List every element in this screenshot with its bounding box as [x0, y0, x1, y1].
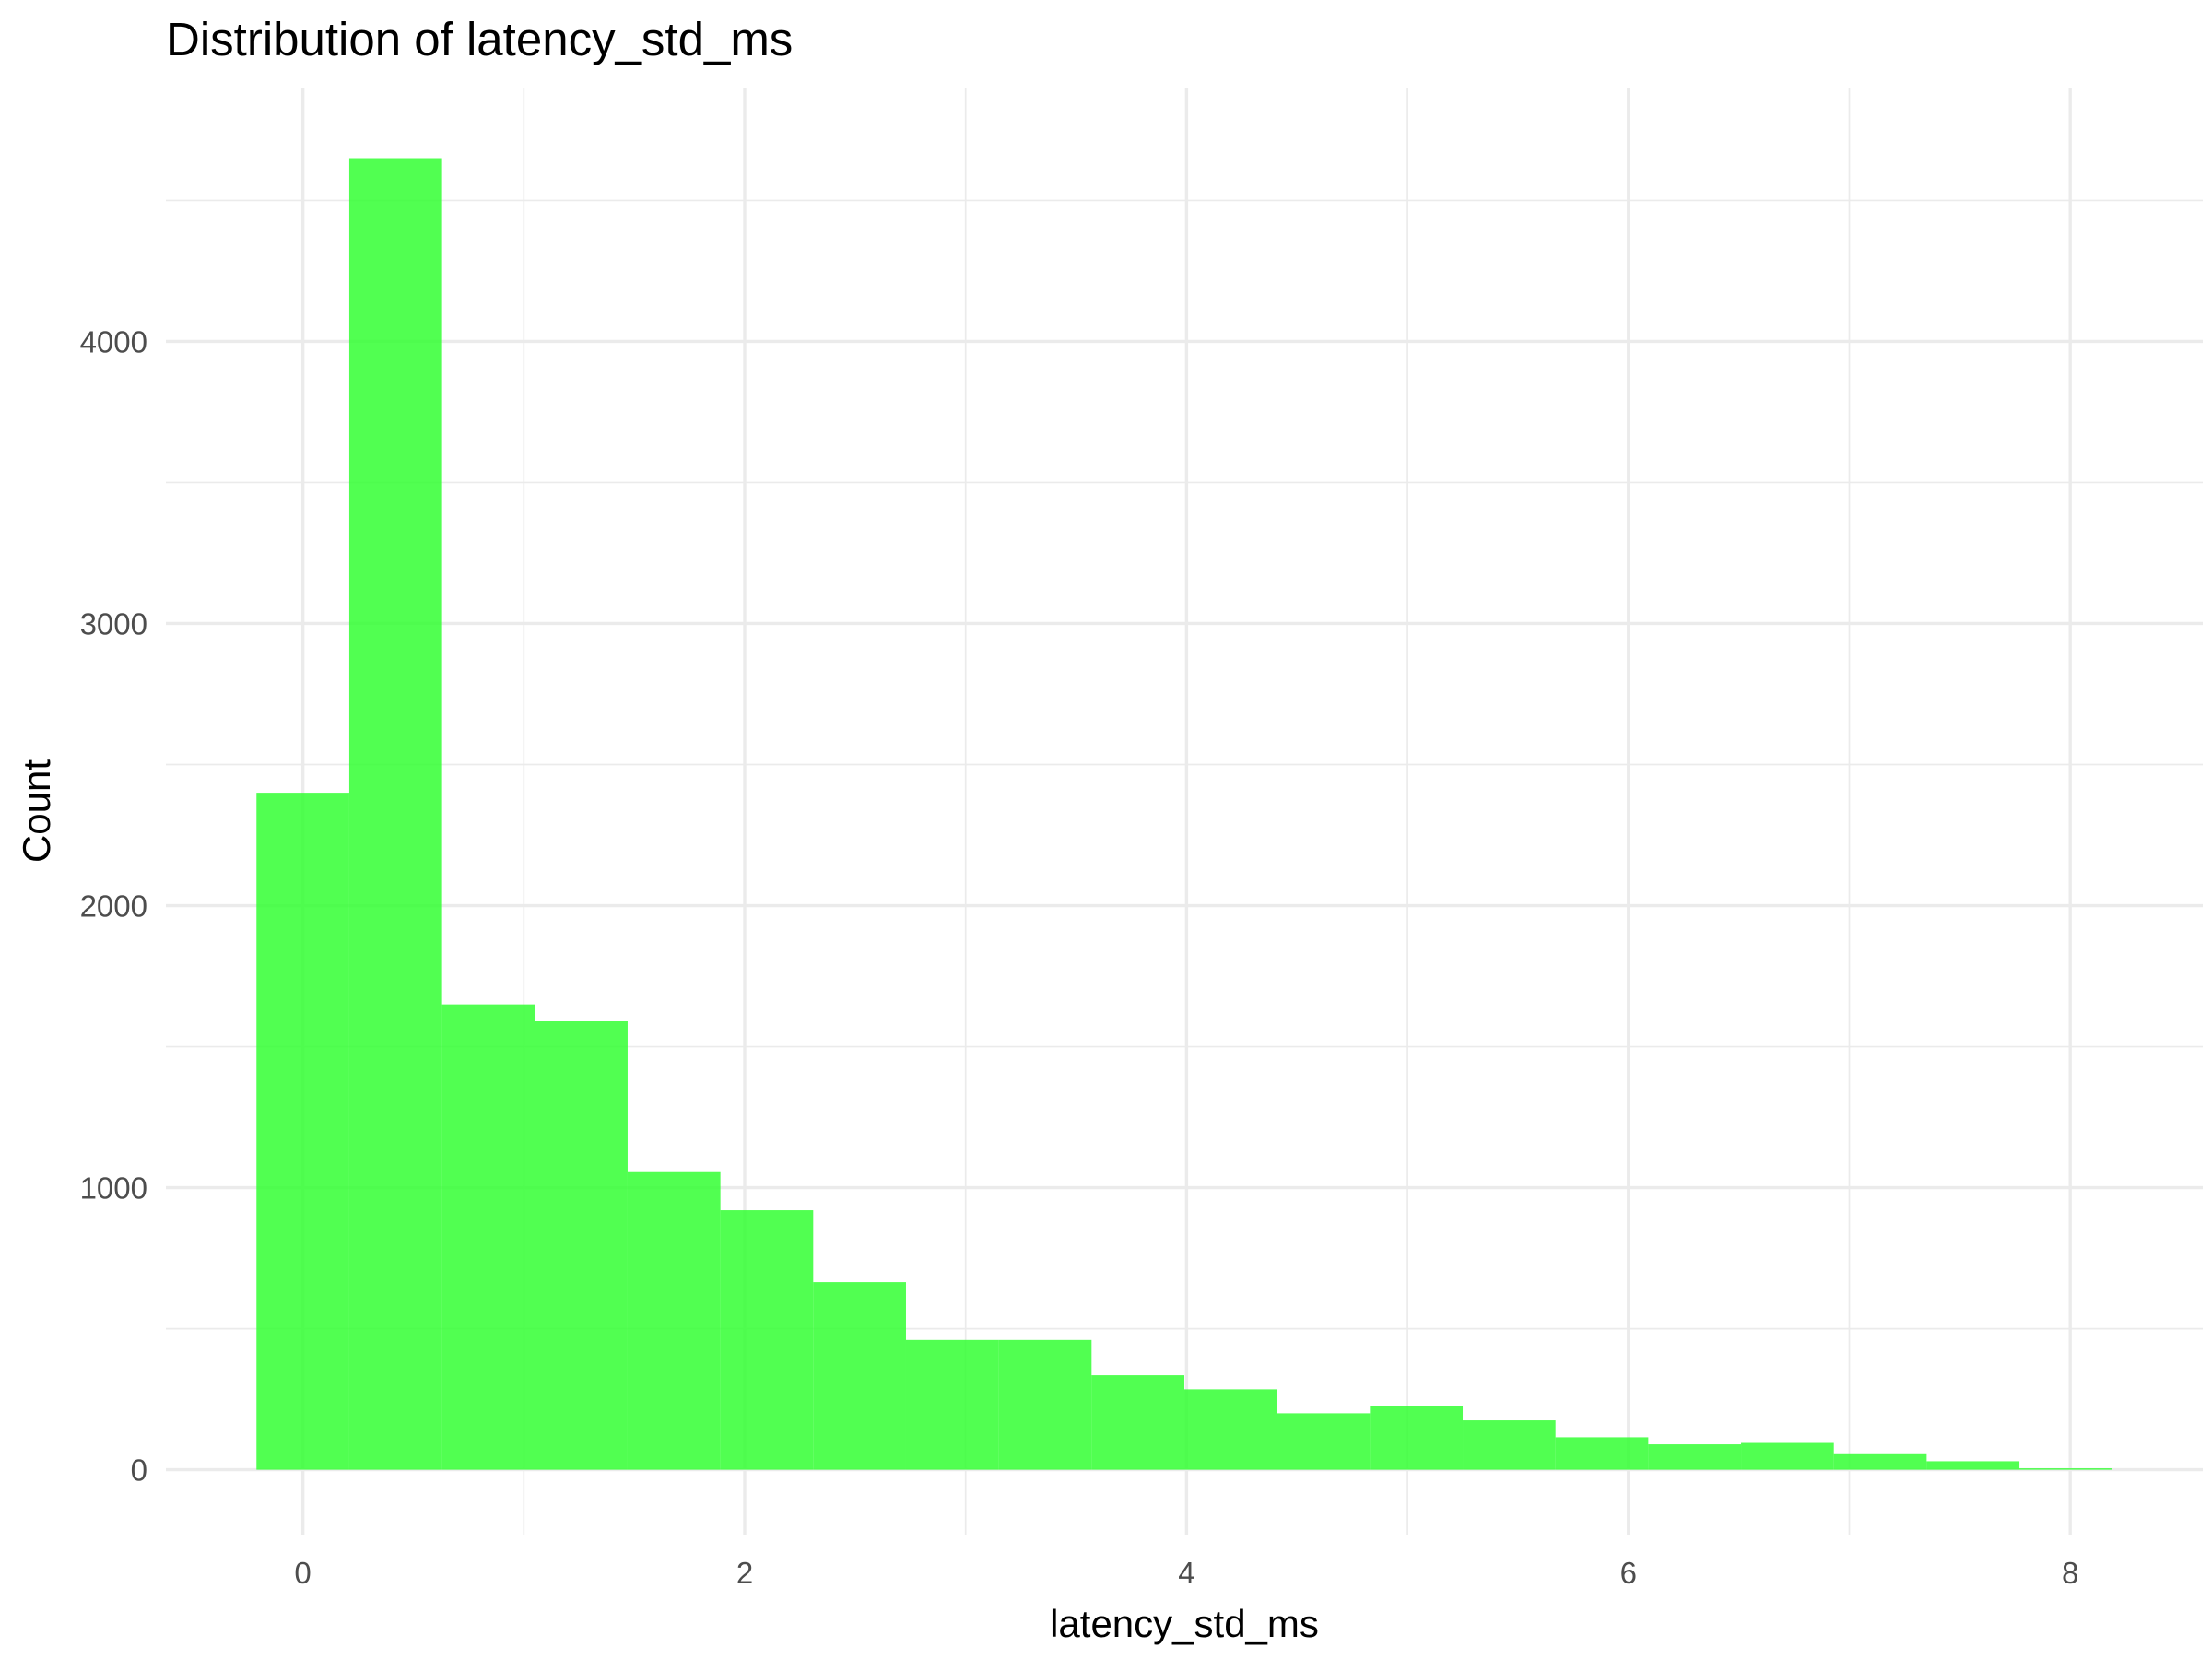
- histogram-bar: [535, 1021, 628, 1470]
- x-tick-label: 0: [294, 1556, 311, 1590]
- histogram-bars: [256, 158, 2112, 1470]
- y-tick-label: 0: [131, 1453, 147, 1488]
- histogram-bar: [1555, 1437, 1649, 1470]
- x-tick-label: 6: [1620, 1556, 1637, 1590]
- histogram-bar: [348, 158, 442, 1470]
- x-tick-label: 4: [1178, 1556, 1194, 1590]
- tick-labels: 0 2 4 6 8 0 1000 2000 3000 4000: [80, 324, 2079, 1590]
- y-tick-label: 4000: [80, 324, 147, 359]
- histogram-bar: [2019, 1468, 2112, 1470]
- histogram-bar: [1463, 1420, 1556, 1470]
- y-tick-label: 3000: [80, 606, 147, 641]
- histogram-bar: [998, 1339, 1092, 1470]
- histogram-bar: [1648, 1444, 1742, 1470]
- x-axis-title: latency_std_ms: [1050, 1602, 1319, 1645]
- histogram-bar: [627, 1171, 721, 1470]
- histogram-bar: [813, 1282, 906, 1470]
- histogram-bar: [441, 1004, 535, 1470]
- histogram-bar: [1926, 1461, 2020, 1470]
- chart-title: Distribution of latency_std_ms: [166, 13, 793, 65]
- histogram-bar: [1091, 1375, 1184, 1470]
- histogram-bar: [720, 1210, 814, 1470]
- y-tick-label: 2000: [80, 889, 147, 924]
- histogram-bar: [905, 1339, 999, 1470]
- x-tick-label: 8: [2062, 1556, 2078, 1590]
- y-axis-title: Count: [15, 759, 58, 863]
- histogram-bar: [1833, 1453, 1927, 1470]
- x-tick-label: 2: [736, 1556, 753, 1590]
- y-tick-label: 1000: [80, 1171, 147, 1206]
- histogram-bar: [256, 793, 349, 1470]
- histogram-bar: [1184, 1389, 1277, 1470]
- histogram-bar: [1277, 1413, 1371, 1470]
- histogram-bar: [1741, 1442, 1834, 1470]
- histogram-bar: [1370, 1406, 1464, 1470]
